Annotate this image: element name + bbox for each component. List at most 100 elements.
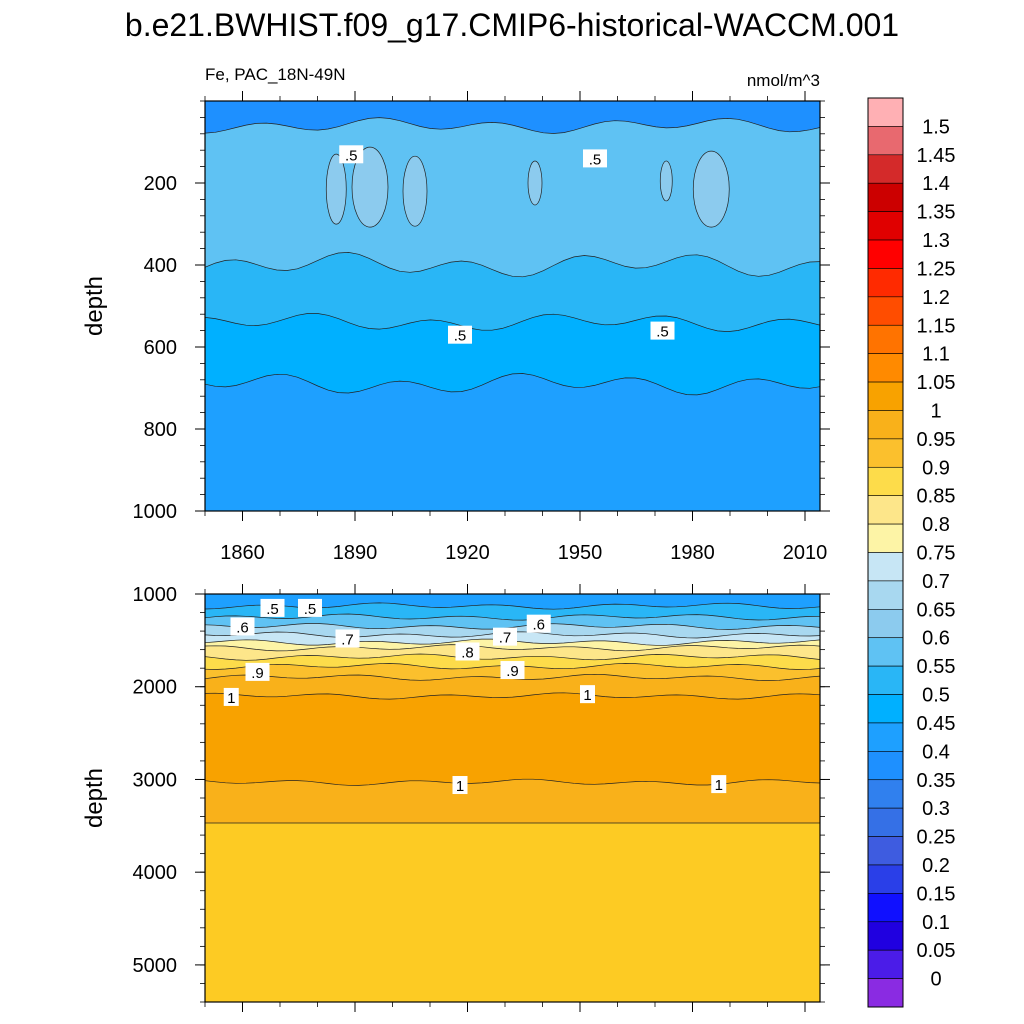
colorbar-label: 1.25 [917, 258, 956, 280]
upper-panel: .5 .5 .5 .5 200 400 600 800 1000 1860 1890 1920 1950… [81, 91, 830, 564]
contour-pocket [402, 155, 428, 227]
contour-line [205, 613, 820, 621]
y-tick-label: 5000 [133, 955, 178, 977]
colorbar-label: 0.25 [917, 827, 956, 849]
colorbar-label: 1 [930, 400, 941, 422]
x-tick-label: 1950 [558, 542, 603, 564]
contour-label-bg [448, 325, 472, 344]
y-tick-label: 1000 [133, 584, 178, 606]
contour-band [205, 252, 820, 332]
contour-band [205, 101, 820, 134]
contour-label: .8 [461, 644, 474, 661]
colorbar-label: 1.2 [922, 287, 950, 309]
contour-pocket [692, 150, 730, 228]
contour-label: .7 [341, 632, 354, 649]
contour-label-bg [245, 662, 270, 681]
colorbar-label: 0.15 [917, 883, 956, 905]
x-tick-label: 2010 [783, 542, 828, 564]
colorbar-label: 0.4 [922, 741, 950, 763]
y-tick-label: 800 [144, 419, 177, 441]
colorbar-swatch [867, 438, 904, 468]
plot-frame [204, 100, 821, 512]
colorbar-frame [867, 97, 904, 1008]
contour-pocket [351, 146, 389, 228]
colorbar-label: 0.2 [922, 855, 950, 877]
contour-band [205, 614, 820, 630]
colorbar-swatch [867, 836, 904, 866]
colorbar-swatch [867, 751, 904, 781]
contour-band [205, 674, 820, 700]
colorbar-swatch [867, 609, 904, 639]
contour-band [205, 644, 820, 661]
colorbar-label: 0.65 [917, 599, 956, 621]
colorbar-swatch [867, 324, 904, 354]
contour-label: .5 [266, 601, 279, 618]
colorbar-label: 0.5 [922, 685, 950, 707]
contour-label: 1 [456, 778, 464, 795]
colorbar-swatch [867, 893, 904, 923]
contour-label: .6 [236, 619, 249, 636]
contour-label-bg [452, 776, 468, 795]
chart-title: b.e21.BWHIST.f09_g17.CMIP6-historical-WA… [125, 7, 899, 43]
colorbar-swatch [867, 154, 904, 184]
colorbar-label: 0.9 [922, 457, 950, 479]
colorbar-swatch [867, 637, 904, 667]
contour-pocket [527, 160, 543, 206]
contour-label: .5 [656, 324, 669, 341]
colorbar-swatch [867, 182, 904, 212]
y-tick-label: 400 [144, 255, 177, 277]
colorbar-swatch [867, 268, 904, 298]
colorbar-label: 0.85 [917, 486, 956, 508]
panel-subtitle: Fe, PAC_18N-49N [205, 65, 345, 84]
colorbar-swatch [867, 864, 904, 894]
colorbar: 1.5 1.45 1.4 1.35 1.3 1.25 1.2 1.15 1.1 1.05 1 0.95… [867, 97, 956, 1008]
colorbar-label: 0.95 [917, 429, 956, 451]
contour-line [205, 653, 820, 661]
contour-label: .9 [506, 663, 519, 680]
contour-label-bg [455, 642, 480, 661]
colorbar-swatch [867, 665, 904, 695]
colorbar-swatch [867, 126, 904, 156]
colorbar-swatch [867, 466, 904, 496]
colorbar-swatch [867, 381, 904, 411]
y-axis-label: depth [81, 276, 108, 336]
contour-label-bg [583, 149, 607, 168]
colorbar-swatch [867, 410, 904, 440]
contour-label: .7 [499, 630, 512, 647]
colorbar-swatch [867, 949, 904, 979]
colorbar-swatch [867, 97, 904, 127]
y-tick-label: 200 [144, 173, 177, 195]
colorbar-label: 0.35 [917, 770, 956, 792]
colorbar-label: 1.5 [922, 116, 950, 138]
colorbar-swatch [867, 921, 904, 951]
y-tick-label: 3000 [133, 769, 178, 791]
lower-panel: .5 .5 .6 .7 .6 .7 .8 .9 .9 1 1 1 1 1000 2000 3000 4000 50… [81, 584, 830, 1012]
contour-label: .5 [454, 328, 467, 345]
colorbar-swatch [867, 978, 904, 1008]
y-tick-label: 4000 [133, 862, 178, 884]
x-tick-label: 1890 [333, 542, 378, 564]
contour-line [205, 692, 820, 700]
contour-band [205, 594, 820, 610]
colorbar-label: 1.35 [917, 202, 956, 224]
colorbar-label: 0.75 [917, 543, 956, 565]
contour-label-bg [580, 685, 595, 704]
colorbar-label: 1.4 [922, 173, 950, 195]
contour-label-bg [493, 627, 517, 646]
contour-label-bg [526, 614, 551, 633]
contour-label-bg [230, 617, 255, 636]
contour-line [205, 252, 820, 278]
contour-label: .5 [304, 601, 317, 618]
colorbar-swatch [867, 239, 904, 269]
contour-label: .9 [251, 665, 264, 682]
contour-line [205, 644, 820, 652]
plot-area: .5 .5 .6 .7 .6 .7 .8 .9 .9 1 1 1 1 [205, 594, 820, 1002]
colorbar-label: 0.05 [917, 940, 956, 962]
contour-label-bg [500, 661, 525, 680]
contour-label: .5 [589, 151, 602, 168]
contour-label-bg [223, 687, 239, 706]
contour-band [205, 823, 820, 1002]
colorbar-label: 1.15 [917, 315, 956, 337]
contour-line [205, 313, 820, 332]
